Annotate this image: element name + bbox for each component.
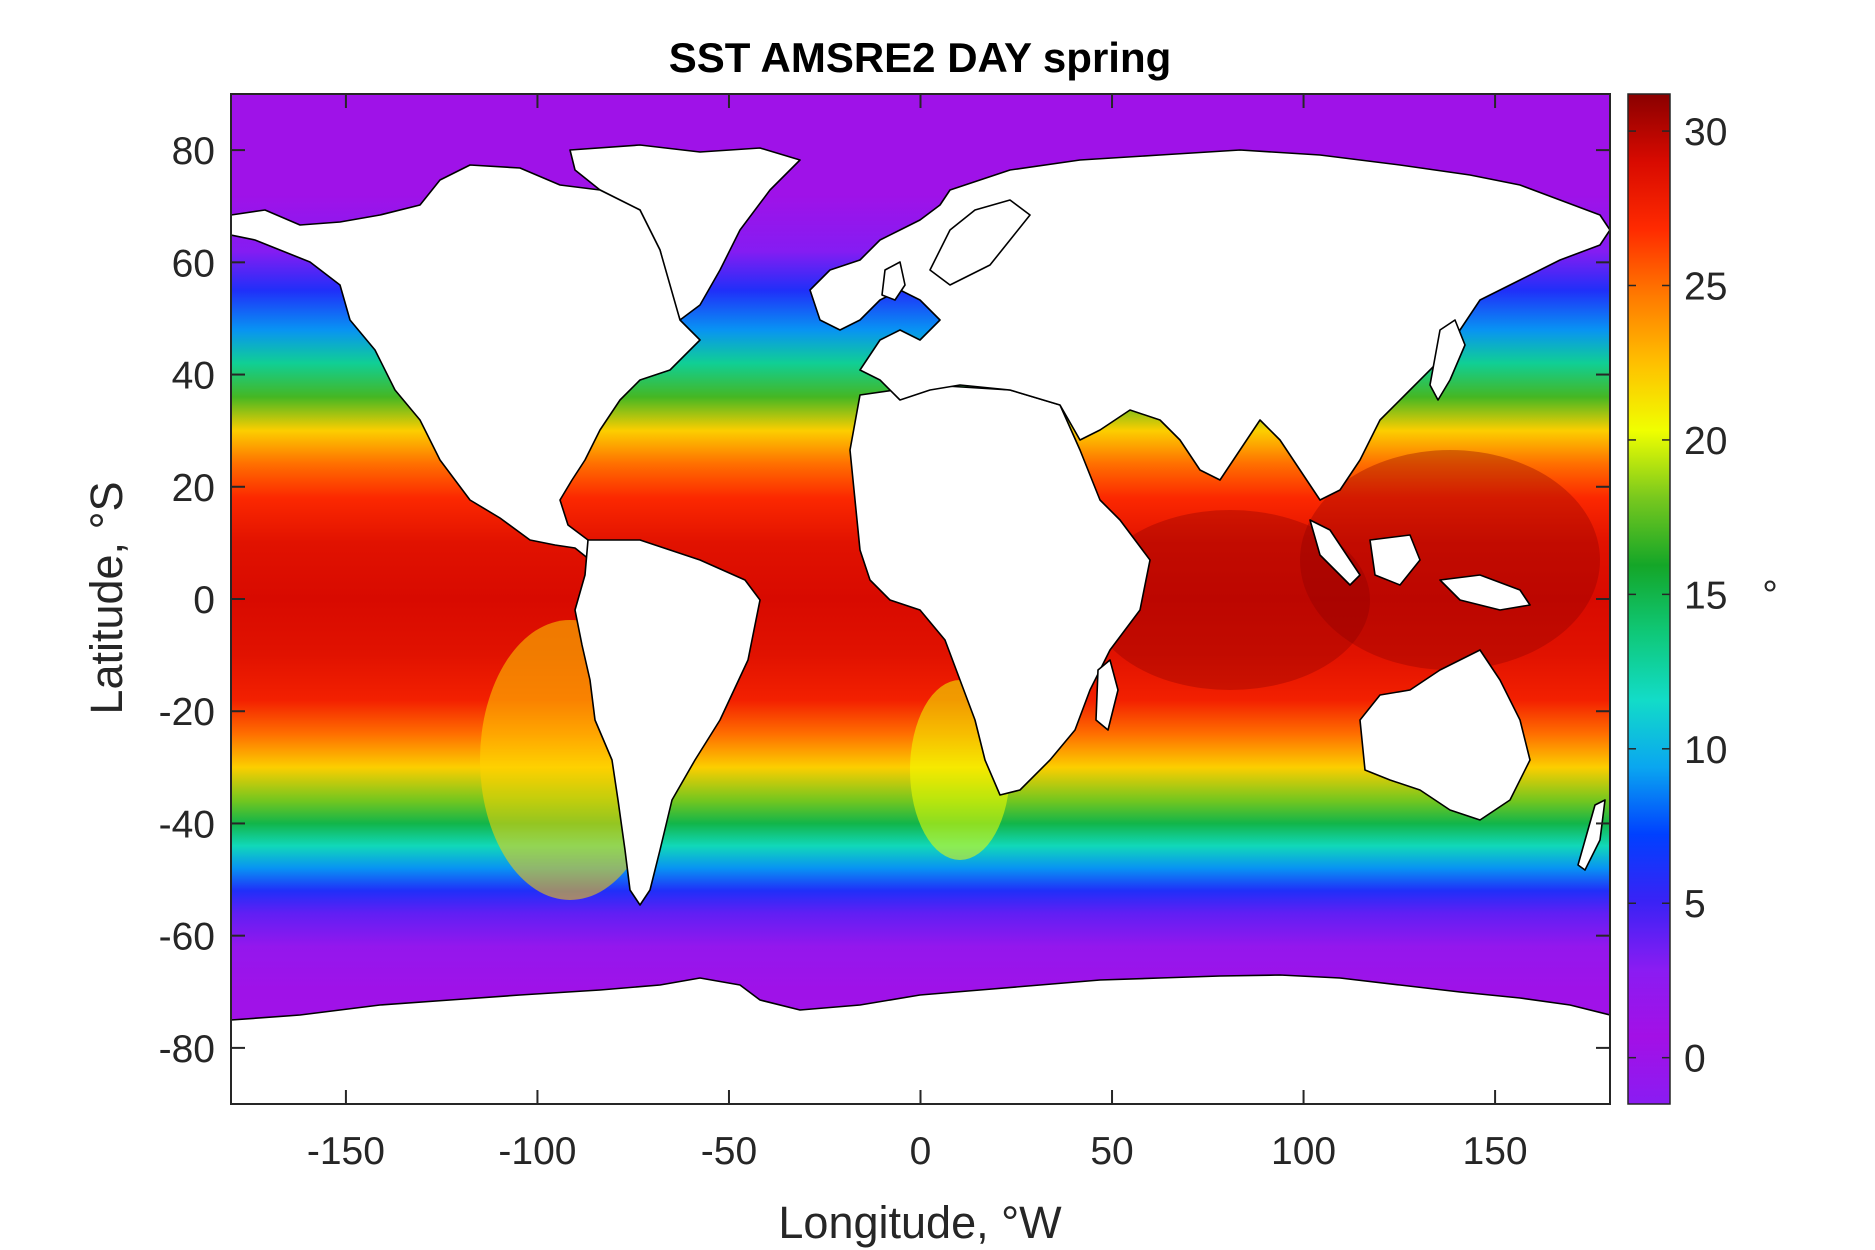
colorbar-tick-label: 15 xyxy=(1684,574,1727,617)
land-madagascar xyxy=(1095,659,1119,731)
x-axis-label: Longitude, °W xyxy=(778,1197,1062,1248)
land-new-guinea xyxy=(1439,574,1531,611)
x-axis-ticks: -150 -100 -50 0 50 100 150 xyxy=(307,94,1528,1173)
colorbar-tick-label: 20 xyxy=(1684,420,1727,463)
y-tick-label: 60 xyxy=(172,242,215,285)
x-tick-label: 100 xyxy=(1271,1130,1336,1173)
y-tick-label: 20 xyxy=(172,467,215,510)
land-japan xyxy=(1429,319,1466,401)
y-tick-label: -60 xyxy=(159,916,215,959)
colorbar-tick-label: 25 xyxy=(1684,265,1727,308)
colorbar-tick-label: 30 xyxy=(1684,111,1727,154)
y-tick-label: 80 xyxy=(172,130,215,173)
land-south-america xyxy=(574,539,761,906)
colorbar-tick-label: 5 xyxy=(1684,883,1706,926)
x-tick-label: -150 xyxy=(307,1130,385,1173)
y-tick-label: 40 xyxy=(172,355,215,398)
y-tick-label: 0 xyxy=(193,579,215,622)
land-antarctica xyxy=(231,974,1610,1104)
land-scandinavia xyxy=(929,199,1031,286)
land-sumatra xyxy=(1309,519,1361,586)
y-axis-ticks: 80 60 40 20 0 -20 -40 -60 -80 xyxy=(159,130,1610,1071)
map-plot-area xyxy=(231,94,1610,1104)
chart-title: SST AMSRE2 DAY spring xyxy=(669,34,1172,81)
x-tick-label: -100 xyxy=(498,1130,576,1173)
land-north-america xyxy=(231,164,701,561)
colorbar-tick-label: 0 xyxy=(1684,1038,1706,1081)
colorbar: 0 5 10 15 20 25 30 ° xyxy=(1627,93,1778,1105)
land-australia xyxy=(1359,649,1531,821)
land-new-zealand xyxy=(1577,799,1606,871)
x-tick-label: 150 xyxy=(1463,1130,1528,1173)
colorbar-ticks: 0 5 10 15 20 25 30 xyxy=(1628,111,1727,1081)
colorbar-strip xyxy=(1627,93,1671,1105)
x-tick-label: 50 xyxy=(1090,1130,1133,1173)
colorbar-label: ° xyxy=(1762,574,1778,617)
land-borneo xyxy=(1369,534,1421,586)
y-tick-label: -40 xyxy=(159,803,215,846)
x-tick-label: -50 xyxy=(701,1130,757,1173)
x-tick-label: 0 xyxy=(910,1130,932,1173)
land-africa xyxy=(849,384,1151,796)
y-tick-label: -80 xyxy=(159,1028,215,1071)
y-axis-label: Latitude, °S xyxy=(81,481,132,714)
indian-ocean-warm-pool xyxy=(1090,510,1370,690)
west-pacific-warm-pool xyxy=(1300,450,1600,670)
colorbar-tick-label: 10 xyxy=(1684,729,1727,772)
land-masses xyxy=(231,144,1610,1104)
land-british-isles xyxy=(881,261,906,301)
y-tick-label: -20 xyxy=(159,691,215,734)
